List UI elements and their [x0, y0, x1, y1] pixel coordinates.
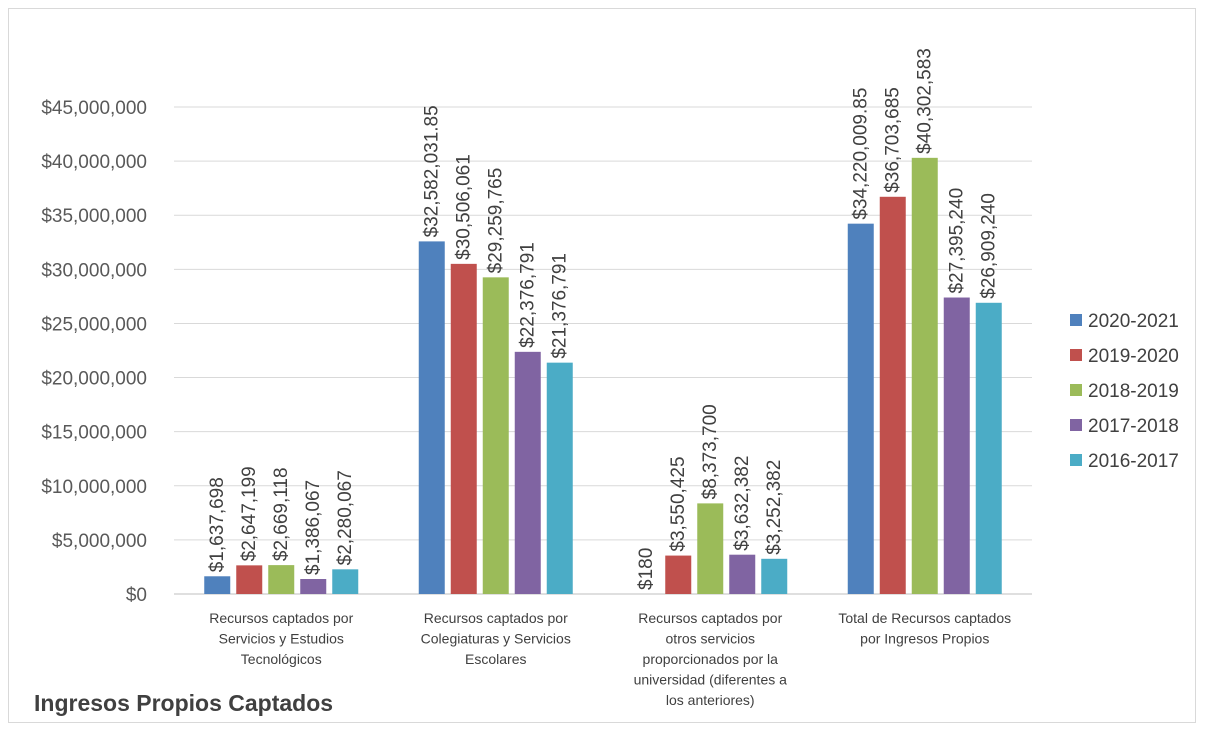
bar: [697, 503, 724, 594]
bar: [729, 554, 756, 594]
bar: [847, 223, 874, 594]
category-label: universidad (diferentes a: [634, 672, 788, 688]
category-label: Escolares: [465, 651, 526, 667]
legend-swatch: [1070, 454, 1082, 466]
category-label: los anteriores): [666, 692, 755, 708]
legend-swatch: [1070, 314, 1082, 326]
bar: [236, 565, 263, 594]
data-label: $29,259,765: [486, 168, 507, 274]
bar: [482, 277, 509, 594]
y-tick-label: $30,000,000: [41, 260, 147, 281]
bar: [418, 241, 445, 594]
bar: [665, 555, 692, 594]
legend-label: 2020-2021: [1088, 311, 1179, 332]
data-label: $3,252,382: [764, 460, 785, 555]
data-label: $2,280,067: [335, 470, 356, 565]
data-label: $40,302,583: [915, 48, 936, 154]
category-label: proporcionados por la: [643, 651, 779, 667]
y-tick-label: $10,000,000: [41, 477, 147, 498]
data-label: $8,373,700: [700, 404, 721, 499]
data-label: $180: [636, 548, 657, 590]
data-label: $26,909,240: [979, 193, 1000, 299]
data-label: $27,395,240: [947, 188, 968, 294]
data-label: $32,582,031.85: [422, 105, 443, 237]
bar: [943, 297, 970, 594]
data-label: $1,386,067: [303, 480, 324, 575]
data-label: $22,376,791: [518, 242, 539, 348]
category-label: Total de Recursos captados: [838, 610, 1011, 626]
data-label: $30,506,061: [454, 154, 475, 260]
legend-swatch: [1070, 349, 1082, 361]
bar: [975, 302, 1002, 594]
y-tick-label: $5,000,000: [52, 531, 147, 552]
data-label: $1,637,698: [207, 477, 228, 572]
category-label: Recursos captados por: [638, 610, 782, 626]
data-label: $2,669,118: [271, 467, 292, 561]
y-tick-label: $40,000,000: [41, 152, 147, 173]
y-tick-label: $35,000,000: [41, 206, 147, 227]
data-label: $34,220,009.85: [851, 88, 872, 220]
category-label: Recursos captados por: [209, 610, 353, 626]
chart-title: Ingresos Propios Captados: [34, 690, 334, 716]
legend-label: 2018-2019: [1088, 381, 1179, 402]
bar: [911, 157, 938, 594]
bar: [450, 263, 477, 594]
data-label: $3,632,382: [732, 456, 753, 551]
category-label: otros servicios: [666, 631, 755, 647]
category-label: Servicios y Estudios: [219, 631, 344, 647]
bar: [204, 576, 231, 594]
y-tick-label: $0: [126, 585, 147, 606]
y-tick-label: $25,000,000: [41, 314, 147, 335]
legend-label: 2019-2020: [1088, 346, 1179, 367]
bar: [300, 578, 327, 594]
data-label: $3,550,425: [668, 456, 689, 551]
data-label: $21,376,791: [550, 253, 571, 359]
category-label: Recursos captados por: [424, 610, 568, 626]
bar: [761, 558, 788, 594]
bar: [268, 565, 295, 594]
data-label: $36,703,685: [883, 87, 904, 193]
legend-swatch: [1070, 419, 1082, 431]
legend-label: 2016-2017: [1088, 451, 1179, 472]
data-label: $2,647,199: [239, 466, 260, 561]
category-label: Colegiaturas y Servicios: [421, 631, 571, 647]
y-tick-label: $45,000,000: [41, 98, 147, 119]
bar: [514, 351, 541, 594]
bar: [332, 569, 359, 594]
y-tick-label: $15,000,000: [41, 423, 147, 444]
bar: [546, 362, 573, 594]
bar: [879, 196, 906, 595]
legend-swatch: [1070, 384, 1082, 396]
category-label: Tecnológicos: [241, 651, 322, 667]
legend-label: 2017-2018: [1088, 416, 1179, 437]
y-tick-label: $20,000,000: [41, 369, 147, 390]
category-label: por Ingresos Propios: [860, 631, 989, 647]
